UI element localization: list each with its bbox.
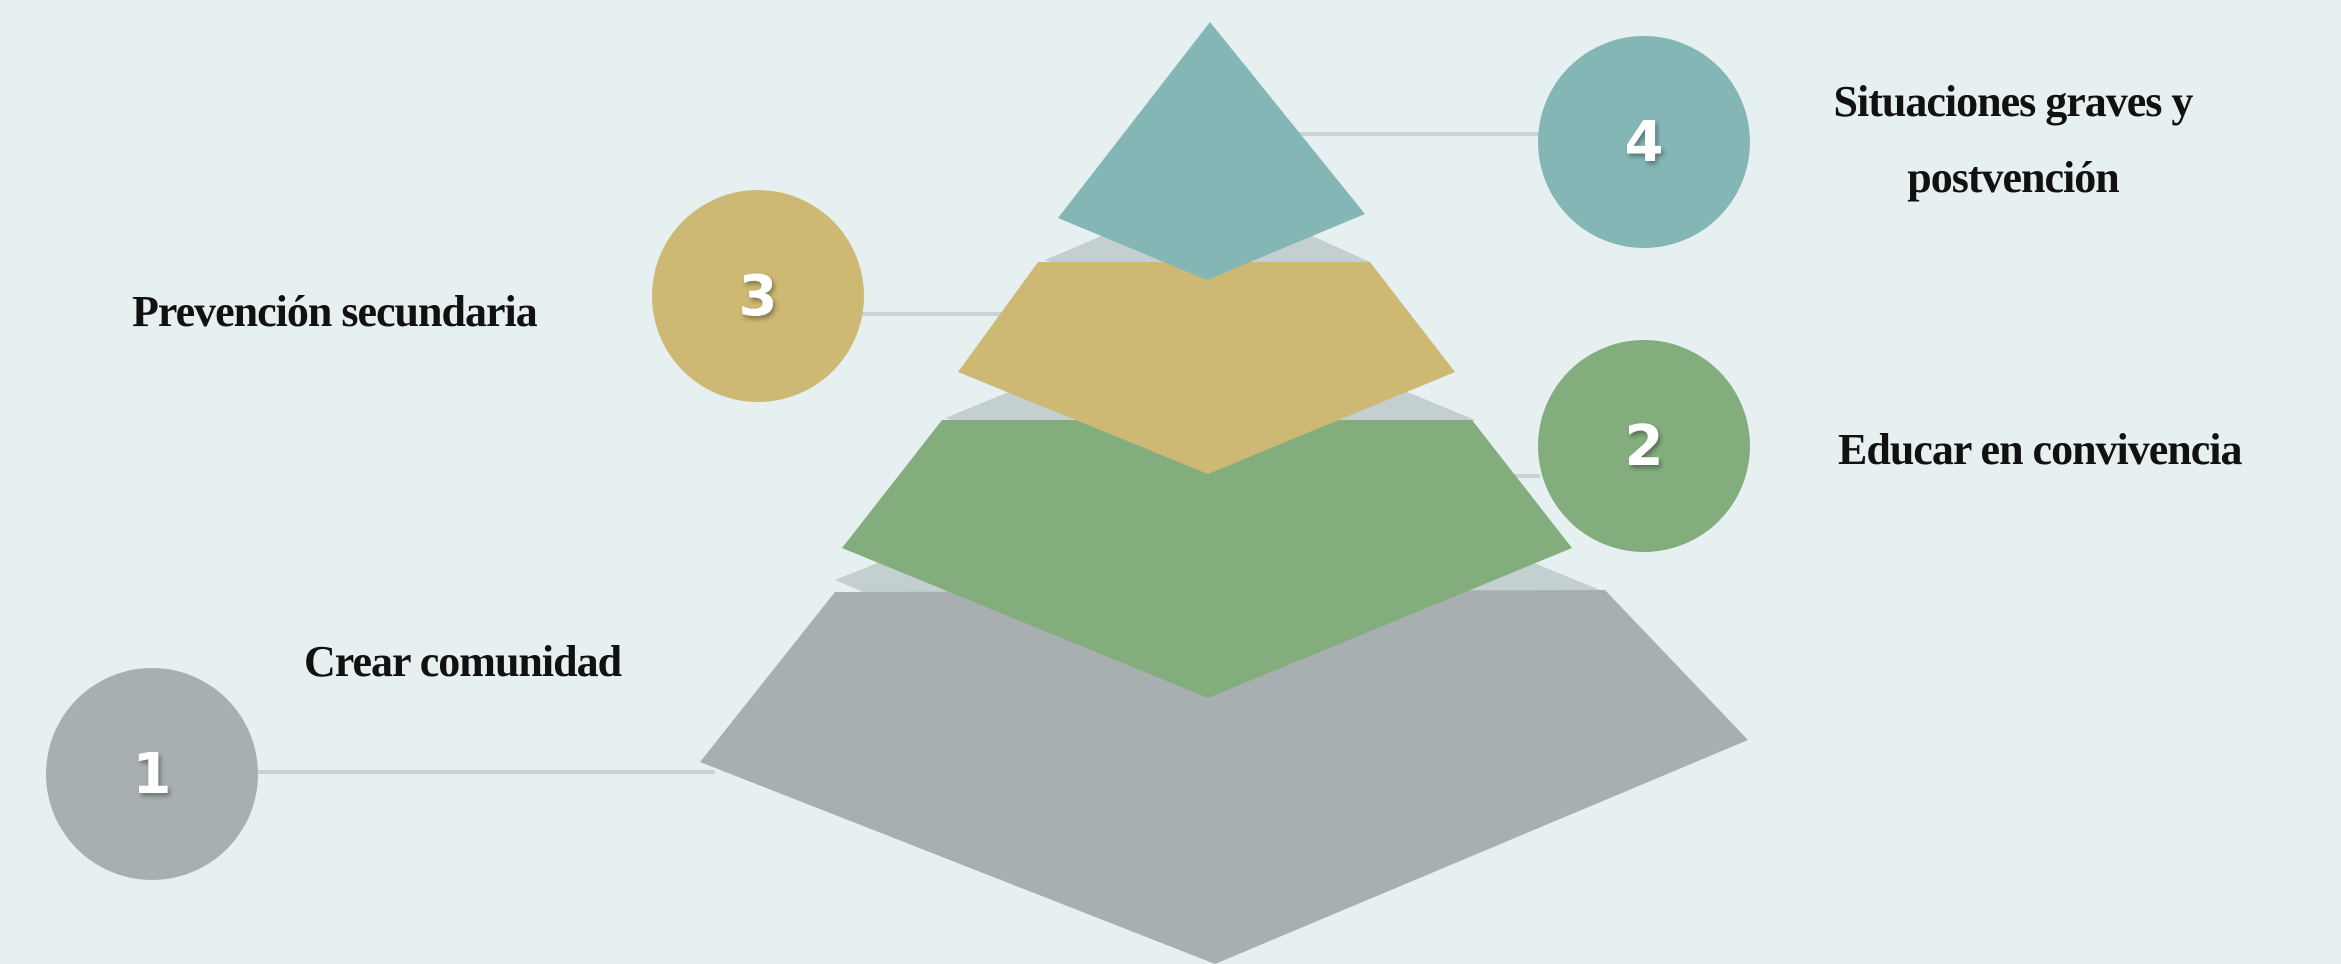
level-label-2: Educar en convivencia bbox=[1838, 425, 2243, 474]
level-label-1: Crear comunidad bbox=[304, 637, 622, 686]
pyramid-level-2 bbox=[842, 420, 1572, 698]
level-badge-3: 3 bbox=[652, 190, 864, 402]
level-badge-1: 1 bbox=[46, 668, 258, 880]
level-label-3: Prevención secundaria bbox=[132, 287, 538, 336]
level-label-4: Situaciones graves y postvención bbox=[1833, 77, 2194, 202]
level-badge-4: 4 bbox=[1538, 36, 1750, 248]
pyramid-level-3 bbox=[958, 262, 1455, 474]
level-badge-2: 2 bbox=[1538, 340, 1750, 552]
pyramid-level-1 bbox=[700, 590, 1748, 964]
pyramid-level-4 bbox=[1058, 22, 1365, 280]
